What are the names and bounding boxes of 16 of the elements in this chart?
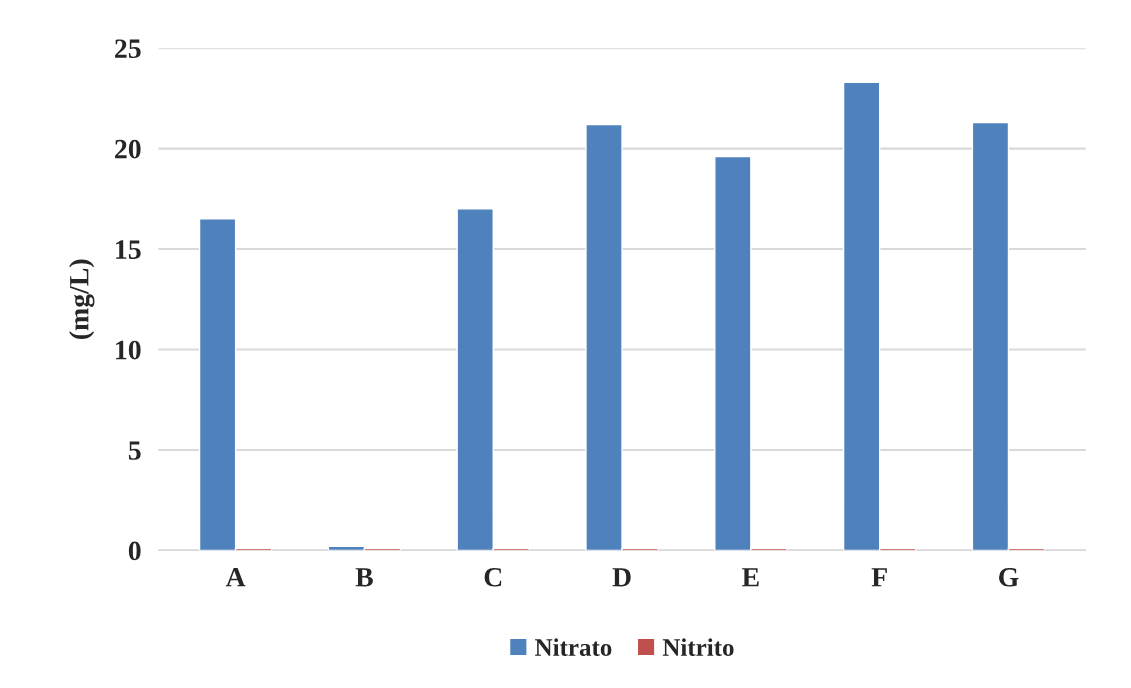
x-tick-label: D bbox=[612, 568, 631, 587]
y-tick-label: 5 bbox=[128, 441, 141, 460]
x-tick-label: A bbox=[225, 568, 246, 587]
x-tick-label: E bbox=[742, 568, 759, 587]
y-axis-title: (mg/L) bbox=[69, 259, 95, 339]
y-tick-label: 15 bbox=[116, 240, 141, 259]
x-tick-label: F bbox=[871, 568, 887, 587]
y-tick-label: 20 bbox=[115, 139, 141, 159]
y-tick-label: 0 bbox=[128, 541, 141, 561]
x-tick-label: B bbox=[355, 568, 373, 587]
y-tick-label: 10 bbox=[116, 340, 141, 360]
legend-label: Nitrito bbox=[662, 638, 734, 656]
y-tick-label: 25 bbox=[115, 39, 141, 59]
x-tick-label: G bbox=[999, 567, 1019, 587]
x-tick-label: C bbox=[484, 567, 502, 587]
legend-label: Nitrato bbox=[535, 638, 612, 656]
